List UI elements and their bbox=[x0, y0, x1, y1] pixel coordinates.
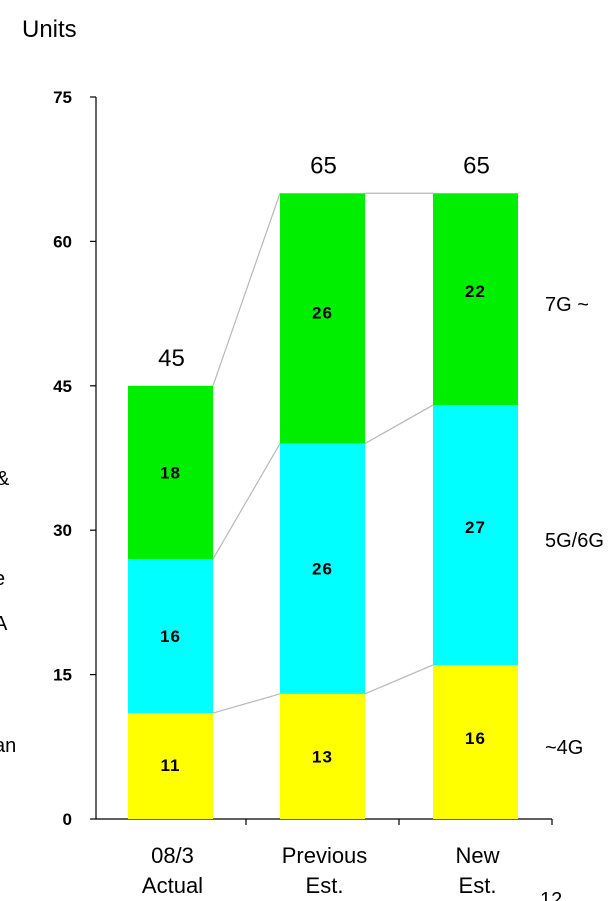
bar-value-label: 26 bbox=[312, 303, 333, 322]
plot-area: 0 15 30 45 60 75 11 16 18 45 08/3 Actual 13 26 26 65 Pre… bbox=[53, 88, 604, 898]
bar-segment bbox=[280, 193, 365, 444]
bar-value-label: 13 bbox=[312, 747, 333, 766]
x-category-label: Est. bbox=[459, 873, 497, 898]
y-tick-label: 0 bbox=[63, 810, 72, 829]
y-tick-label: 45 bbox=[53, 377, 72, 396]
x-category-label: New bbox=[455, 843, 499, 868]
bar-total-label: 65 bbox=[310, 152, 337, 179]
series-label: 7G ~ bbox=[545, 294, 589, 316]
connector-line bbox=[364, 404, 434, 445]
series-label: 5G/6G bbox=[545, 530, 604, 552]
x-category-label: 08/3 bbox=[151, 843, 194, 868]
y-tick-label: 75 bbox=[53, 88, 72, 107]
bar-value-label: 27 bbox=[465, 518, 486, 537]
bar-value-label: 16 bbox=[465, 729, 486, 748]
connector-line bbox=[212, 443, 281, 560]
y-tick-label: 60 bbox=[53, 232, 72, 251]
unit-label: Units bbox=[22, 16, 77, 43]
cropped-text-1: & bbox=[0, 468, 10, 490]
connector-line bbox=[212, 193, 281, 386]
y-tick-label: 15 bbox=[53, 666, 72, 685]
x-category-label: Previous bbox=[282, 843, 368, 868]
series-label: ~4G bbox=[545, 737, 583, 759]
bar-value-label: 11 bbox=[161, 756, 181, 775]
y-tick-label: 30 bbox=[53, 521, 72, 540]
x-category-label: Est. bbox=[306, 873, 344, 898]
bar-total-label: 65 bbox=[463, 152, 490, 179]
cropped-text-4: A bbox=[0, 613, 8, 635]
bar-segment bbox=[128, 385, 213, 560]
cropped-text-5: an bbox=[0, 735, 16, 757]
bar-segment bbox=[128, 713, 213, 819]
connector-line bbox=[212, 693, 281, 714]
bar-segment bbox=[128, 559, 213, 714]
x-category-label: Actual bbox=[142, 873, 203, 898]
bar-segment bbox=[433, 193, 518, 406]
bar-value-label: 26 bbox=[312, 560, 333, 579]
bar-total-label: 45 bbox=[158, 345, 185, 372]
bar-segment bbox=[280, 443, 365, 694]
bar-segment bbox=[433, 405, 518, 665]
connector-line bbox=[364, 664, 434, 695]
bar-value-label: 16 bbox=[160, 627, 181, 646]
bar-segment bbox=[280, 693, 365, 819]
page-number: 12 bbox=[540, 889, 562, 901]
bar-segment bbox=[433, 664, 518, 819]
bar-value-label: 18 bbox=[160, 463, 181, 482]
cropped-text-3: e bbox=[0, 568, 5, 590]
bar-value-label: 22 bbox=[465, 282, 486, 301]
